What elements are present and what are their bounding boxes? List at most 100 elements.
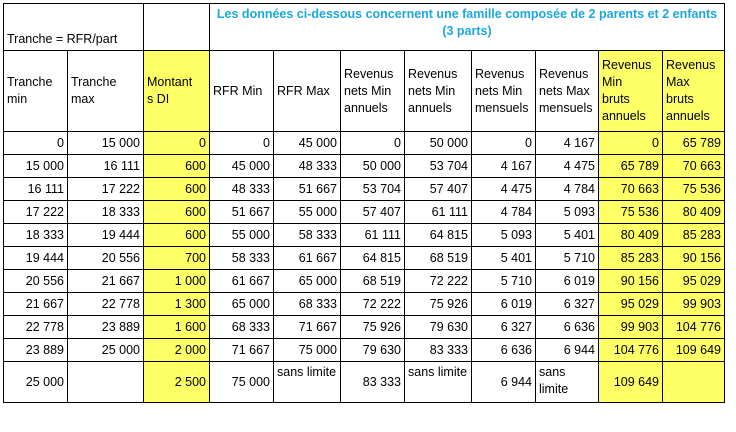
cell-nets-max-annuels: sans limite (404, 361, 472, 403)
cell-nets-max-annuels: 75 926 (404, 292, 472, 316)
cell-bruts-max-annuels: 95 029 (662, 269, 725, 293)
cell-nets-min-annuels: 72 222 (340, 292, 405, 316)
cell-rfr-max: 51 667 (273, 177, 341, 201)
column-header-row: Tranche min Tranche max Montant s DI RFR Min RF… (3, 50, 725, 132)
column-header-line: nets Max (539, 83, 590, 98)
cell-nets-max-mensuels: 6 019 (535, 269, 599, 293)
cell-rfr-max: 58 333 (273, 223, 341, 247)
cell-nets-min-annuels: 57 407 (340, 200, 405, 224)
cell-nets-min-mensuels: 6 327 (471, 315, 536, 339)
column-header-rfr-min: RFR Min (209, 50, 274, 132)
cell-nets-min-annuels: 61 111 (340, 223, 405, 247)
cell-nets-max-annuels: 50 000 (404, 131, 472, 155)
cell-bruts-min-annuels: 85 283 (598, 246, 663, 270)
cell-tranche-min: 19 444 (3, 246, 68, 270)
cell-bruts-max-annuels: 85 283 (662, 223, 725, 247)
cell-bruts-min-annuels: 80 409 (598, 223, 663, 247)
cell-tranche-max: 22 778 (67, 292, 144, 316)
cell-rfr-min: 55 000 (209, 223, 274, 247)
table-row: 23 889 25 000 2 000 71 667 75 000 79 630 83 33… (3, 338, 725, 362)
column-header-line: bruts (666, 92, 694, 106)
cell-nets-min-annuels: 0 (340, 131, 405, 155)
cell-nets-max-mensuels: sans limite (535, 361, 599, 403)
cell-nets-max-mensuels: 4 784 (535, 177, 599, 201)
cell-nets-min-mensuels: 6 636 (471, 338, 536, 362)
column-header-line: annuels (408, 100, 452, 115)
column-header-line: max (71, 92, 95, 106)
cell-rfr-min: 61 667 (209, 269, 274, 293)
cell-rfr-max: sans limite (273, 361, 341, 403)
column-header-line: nets Min (344, 83, 392, 98)
column-header-line: Tranche (71, 75, 117, 89)
cell-nets-min-mensuels: 5 710 (471, 269, 536, 293)
column-header-line: annuels (344, 100, 388, 115)
cell-bruts-max-annuels: 80 409 (662, 200, 725, 224)
cell-tranche-max: 20 556 (67, 246, 144, 270)
cell-tranche-min: 25 000 (3, 361, 68, 403)
table-row: 0 15 000 0 0 45 000 0 50 000 0 4 167 0 65 789 (3, 131, 725, 155)
column-header-line: RFR Max (277, 83, 330, 98)
column-header-nets-min-mensuels: Revenus nets Min mensuels (471, 50, 536, 132)
cell-rfr-min: 51 667 (209, 200, 274, 224)
column-header-rfr-max: RFR Max (273, 50, 341, 132)
cell-nets-max-mensuels: 4 167 (535, 131, 599, 155)
cell-nets-min-mensuels: 6 019 (471, 292, 536, 316)
cell-tranche-max: 17 222 (67, 177, 144, 201)
cell-nets-min-mensuels: 5 401 (471, 246, 536, 270)
cell-rfr-max: 71 667 (273, 315, 341, 339)
column-header-line: Revenus (344, 66, 394, 81)
cell-nets-max-annuels: 53 704 (404, 154, 472, 178)
cell-bruts-min-annuels: 90 156 (598, 269, 663, 293)
cell-bruts-max-annuels: 104 776 (662, 315, 725, 339)
cell-montant-di: 1 000 (143, 269, 210, 293)
cell-nets-max-annuels: 79 630 (404, 315, 472, 339)
column-header-nets-min-annuels: Revenus nets Min annuels (340, 50, 405, 132)
cell-montant-di: 1 300 (143, 292, 210, 316)
cell-rfr-max: 68 333 (273, 292, 341, 316)
cell-nets-max-mensuels: 6 327 (535, 292, 599, 316)
column-header-line: Revenus (666, 58, 716, 72)
cell-nets-min-annuels: 53 704 (340, 177, 405, 201)
cell-rfr-min: 48 333 (209, 177, 274, 201)
cell-tranche-min: 18 333 (3, 223, 68, 247)
column-header-line: annuels (602, 109, 646, 123)
cell-tranche-min: 20 556 (3, 269, 68, 293)
cell-bruts-max-annuels: 90 156 (662, 246, 725, 270)
column-header-line: mensuels (539, 100, 593, 115)
cell-montant-di: 600 (143, 200, 210, 224)
column-header-line: Revenus (539, 66, 589, 81)
cell-tranche-max: 25 000 (67, 338, 144, 362)
column-header-line: Min (602, 75, 623, 89)
cell-tranche-max: 15 000 (67, 131, 144, 155)
cell-nets-min-mensuels: 6 944 (471, 361, 536, 403)
column-header-tranche-min: Tranche min (3, 50, 68, 132)
cell-tranche-min: 15 000 (3, 154, 68, 178)
table-row: 19 444 20 556 700 58 333 61 667 64 815 68 519 5… (3, 246, 725, 270)
cell-nets-max-annuels: 72 222 (404, 269, 472, 293)
cell-nets-min-mensuels: 4 167 (471, 154, 536, 178)
cell-bruts-min-annuels: 104 776 (598, 338, 663, 362)
cell-bruts-min-annuels: 65 789 (598, 154, 663, 178)
cell-nets-max-annuels: 61 111 (404, 200, 472, 224)
income-table: Tranche = RFR/part Les données ci-dessou… (3, 3, 725, 403)
column-header-line: Revenus (602, 58, 652, 72)
cell-nets-min-annuels: 75 926 (340, 315, 405, 339)
cell-tranche-max: 19 444 (67, 223, 144, 247)
column-header-line: annuels (666, 109, 710, 123)
cell-nets-max-annuels: 83 333 (404, 338, 472, 362)
cell-nets-min-annuels: 79 630 (340, 338, 405, 362)
cell-bruts-max-annuels: 70 663 (662, 154, 725, 178)
cell-montant-di: 1 600 (143, 315, 210, 339)
column-header-line: bruts (602, 92, 630, 106)
column-header-line: nets Min (408, 83, 456, 98)
cell-montant-di: 0 (143, 131, 210, 155)
cell-rfr-min: 68 333 (209, 315, 274, 339)
cell-bruts-min-annuels: 70 663 (598, 177, 663, 201)
cell-tranche-max: 18 333 (67, 200, 144, 224)
column-header-line: Revenus (475, 66, 525, 81)
table-row: 18 333 19 444 600 55 000 58 333 61 111 64 815 5… (3, 223, 725, 247)
column-header-montant-di: Montant s DI (143, 50, 210, 132)
cell-nets-max-mensuels: 6 944 (535, 338, 599, 362)
column-header-bruts-min-annuels: Revenus Min bruts annuels (598, 50, 663, 132)
cell-nets-max-mensuels: 4 475 (535, 154, 599, 178)
